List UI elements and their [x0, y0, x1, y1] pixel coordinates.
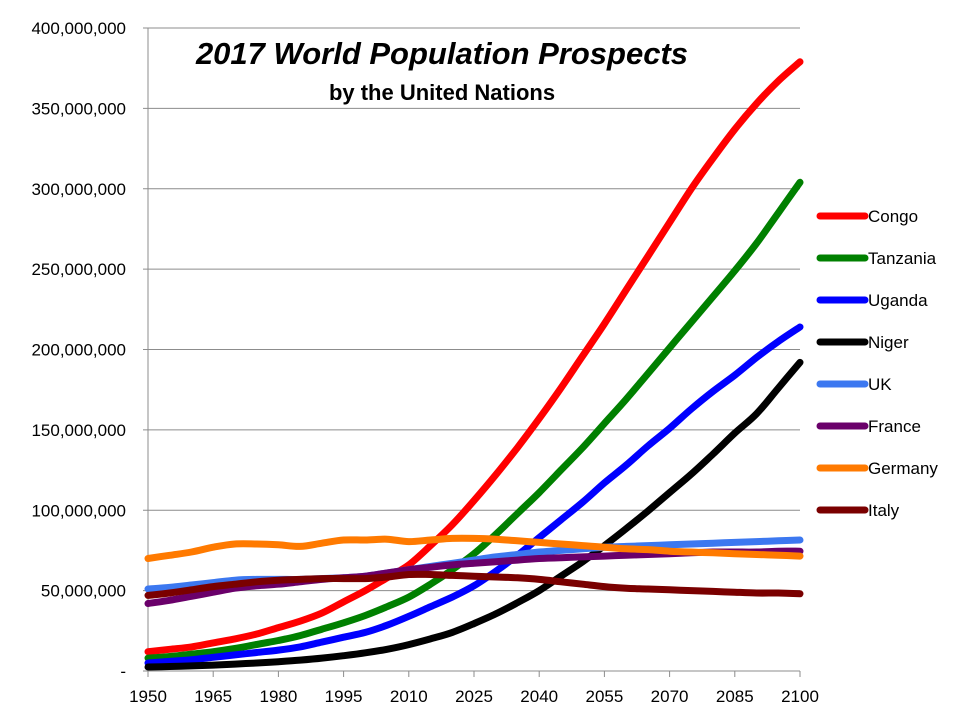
series-lines — [144, 58, 804, 671]
x-tick-label: 2025 — [455, 687, 493, 706]
y-tick-label: 100,000,000 — [31, 501, 126, 520]
legend-label-france: France — [868, 417, 921, 436]
legend-label-germany: Germany — [868, 459, 938, 478]
chart-subtitle: by the United Nations — [329, 80, 555, 105]
chart-title: 2017 World Population Prospects — [195, 36, 688, 71]
x-tick-label: 2085 — [716, 687, 754, 706]
x-tick-label: 1950 — [129, 687, 167, 706]
legend-label-tanzania: Tanzania — [868, 249, 937, 268]
series-line-germany — [144, 534, 804, 562]
x-tick-label: 1995 — [325, 687, 363, 706]
series-line-italy — [144, 570, 804, 599]
x-tick-label: 2010 — [390, 687, 428, 706]
x-tick-label: 2055 — [585, 687, 623, 706]
legend-label-congo: Congo — [868, 207, 918, 226]
series-line-tanzania — [144, 178, 804, 662]
tick-labels: - 50,000,000 100,000,000 150,000,000 200,000… — [31, 19, 818, 706]
gridlines — [148, 27, 800, 592]
x-tick-label: 2100 — [781, 687, 819, 706]
series-line-uganda — [144, 323, 804, 667]
legend-label-niger: Niger — [868, 333, 909, 352]
series-line-congo — [144, 58, 804, 656]
y-tick-label: 200,000,000 — [31, 341, 126, 360]
legend-label-uk: UK — [868, 375, 892, 394]
y-tick-label: 300,000,000 — [31, 180, 126, 199]
x-tick-label: 2040 — [520, 687, 558, 706]
x-tick-label: 1980 — [259, 687, 297, 706]
y-tick-label: 400,000,000 — [31, 19, 126, 38]
y-tick-label: 250,000,000 — [31, 260, 126, 279]
y-tick-label: 150,000,000 — [31, 421, 126, 440]
y-tick-label: 350,000,000 — [31, 99, 126, 118]
legend: Congo Tanzania Uganda Niger UK France Germany I… — [816, 207, 938, 520]
legend-label-uganda: Uganda — [868, 291, 928, 310]
legend-label-italy: Italy — [868, 501, 900, 520]
x-tick-label: 1965 — [194, 687, 232, 706]
x-tick-label: 2070 — [651, 687, 689, 706]
series-line-niger — [144, 358, 804, 671]
y-tick-label: 50,000,000 — [41, 582, 126, 601]
y-tick-label: - — [120, 662, 126, 681]
